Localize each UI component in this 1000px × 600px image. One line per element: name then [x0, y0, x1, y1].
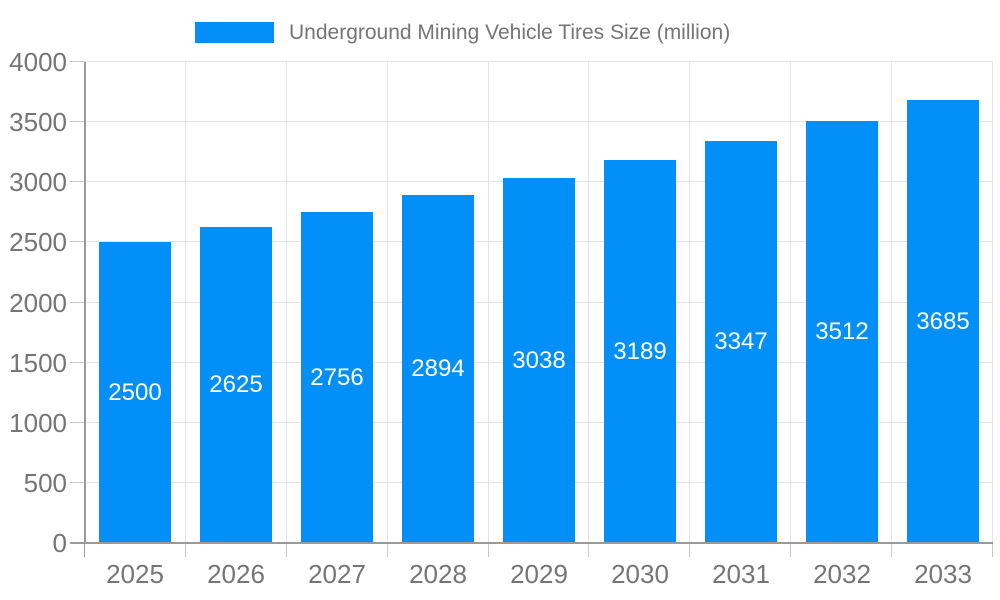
y-axis-label: 1000 — [9, 408, 67, 438]
x-axis-tick — [588, 543, 589, 557]
x-axis-tick — [387, 543, 388, 557]
x-gridline — [891, 62, 892, 543]
bar-2025[interactable]: 2500 — [99, 242, 171, 543]
x-axis-tick — [185, 543, 186, 557]
bar-2031[interactable]: 3347 — [705, 141, 777, 543]
x-axis-tick — [689, 543, 690, 557]
y-axis-label: 0 — [52, 528, 67, 558]
x-axis-label: 2027 — [308, 559, 366, 589]
x-axis-tick — [286, 543, 287, 557]
x-axis-label: 2031 — [712, 559, 770, 589]
y-axis-label: 4000 — [9, 47, 67, 77]
x-axis-label: 2032 — [813, 559, 871, 589]
y-axis-tick — [70, 482, 85, 483]
y-axis-tick — [70, 422, 85, 423]
bar-value-label: 2500 — [108, 378, 162, 406]
y-axis-label: 3000 — [9, 167, 67, 197]
y-axis-label: 2500 — [9, 227, 67, 257]
y-gridline — [85, 61, 993, 62]
y-axis-line — [84, 62, 86, 544]
bar-value-label: 2756 — [310, 363, 364, 391]
x-axis-line — [70, 542, 993, 544]
y-axis-label: 500 — [23, 468, 67, 498]
bar-2033[interactable]: 3685 — [907, 100, 979, 543]
x-axis-tick — [992, 543, 993, 557]
y-axis-tick — [70, 121, 85, 122]
y-axis-tick — [70, 362, 85, 363]
y-axis-tick — [70, 241, 85, 242]
y-axis-tick — [70, 302, 85, 303]
bar-2028[interactable]: 2894 — [402, 195, 474, 543]
x-axis-tick — [891, 543, 892, 557]
bar-value-label: 3347 — [714, 328, 768, 355]
x-axis-tick — [84, 543, 85, 557]
y-axis-tick — [70, 181, 85, 182]
x-axis-tick — [790, 543, 791, 557]
x-axis-label: 2030 — [611, 559, 669, 589]
y-axis-label: 1500 — [9, 348, 67, 378]
bar-2027[interactable]: 2756 — [301, 212, 373, 543]
bar-value-label: 2625 — [209, 371, 263, 398]
y-axis-label: 3500 — [9, 107, 67, 137]
x-gridline — [992, 62, 993, 543]
bar-value-label: 2894 — [411, 355, 465, 382]
bar-2026[interactable]: 2625 — [200, 227, 272, 543]
y-axis-label: 2000 — [9, 288, 67, 318]
x-axis-label: 2033 — [914, 559, 972, 589]
x-gridline — [588, 62, 589, 543]
y-axis-tick — [70, 61, 85, 62]
bar-value-label: 3685 — [916, 307, 970, 335]
bar-value-label: 3038 — [512, 346, 566, 374]
bar-value-label: 3189 — [613, 337, 667, 365]
bar-2032[interactable]: 3512 — [806, 121, 878, 543]
legend[interactable]: Underground Mining Vehicle Tires Size (m… — [195, 22, 730, 43]
x-gridline — [387, 62, 388, 543]
x-gridline — [286, 62, 287, 543]
bar-2030[interactable]: 3189 — [604, 160, 676, 543]
x-gridline — [790, 62, 791, 543]
legend-label: Underground Mining Vehicle Tires Size (m… — [289, 21, 731, 44]
x-axis-label: 2025 — [106, 559, 164, 589]
x-axis-label: 2028 — [409, 559, 467, 589]
x-axis-label: 2026 — [207, 559, 265, 589]
y-gridline — [85, 121, 993, 122]
x-axis-tick — [488, 543, 489, 557]
x-gridline — [488, 62, 489, 543]
legend-swatch — [195, 22, 274, 43]
x-axis-label: 2029 — [510, 559, 568, 589]
bar-value-label: 3512 — [815, 318, 869, 345]
x-gridline — [689, 62, 690, 543]
x-gridline — [185, 62, 186, 543]
bar-2029[interactable]: 3038 — [503, 178, 575, 543]
